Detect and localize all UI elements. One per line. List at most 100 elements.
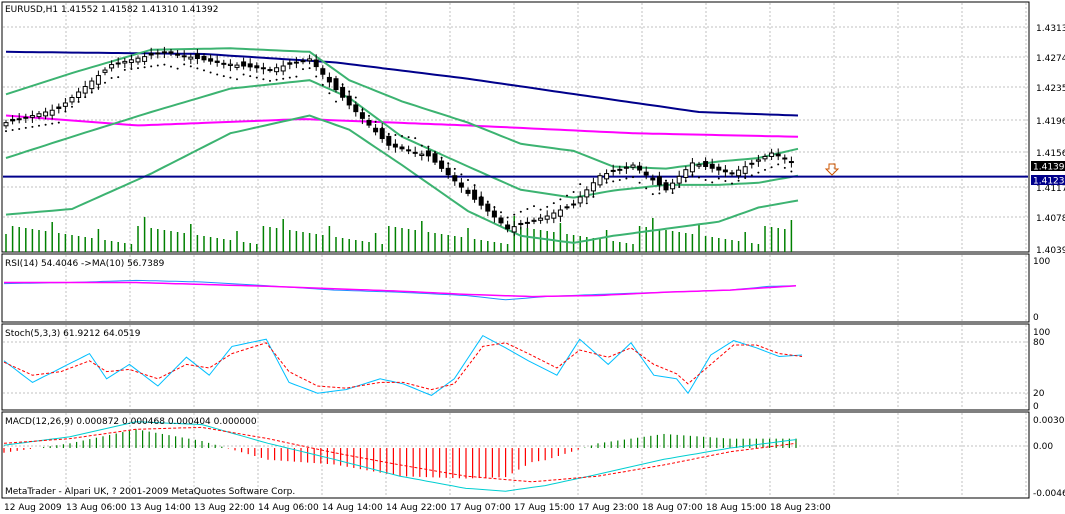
candle-body bbox=[16, 118, 22, 121]
parabolic-sar-dot bbox=[24, 126, 27, 129]
candle-body bbox=[392, 143, 398, 148]
parabolic-sar-dot bbox=[519, 210, 522, 213]
candle-body bbox=[676, 175, 682, 184]
candle-body bbox=[274, 67, 280, 73]
indicator-overlays bbox=[3, 47, 1028, 244]
candle-body bbox=[366, 119, 372, 126]
candle-body bbox=[161, 51, 167, 54]
time-label: 18 Aug 15:00 bbox=[706, 503, 767, 513]
candle-body bbox=[168, 51, 174, 54]
candle-body bbox=[142, 56, 148, 62]
parabolic-sar-dot bbox=[513, 213, 516, 216]
candle-body bbox=[353, 104, 359, 113]
parabolic-sar-dot bbox=[533, 205, 535, 208]
parabolic-sar-dot bbox=[163, 63, 166, 66]
time-label: 13 Aug 14:00 bbox=[130, 503, 191, 513]
time-label: 17 Aug 23:00 bbox=[578, 503, 639, 513]
parabolic-sar-dot bbox=[572, 190, 575, 193]
parabolic-sar-dot bbox=[783, 166, 786, 169]
candle-body bbox=[703, 161, 709, 167]
macd-pane[interactable] bbox=[1, 411, 1030, 499]
candle-body bbox=[135, 57, 141, 63]
parabolic-sar-dot bbox=[453, 167, 456, 170]
candle-body bbox=[538, 217, 544, 221]
parabolic-sar-dot bbox=[777, 163, 780, 166]
parabolic-sar-dot bbox=[269, 79, 271, 82]
candle-body bbox=[49, 109, 55, 116]
candle-body bbox=[300, 60, 306, 63]
stoch-header: Stoch(5,3,3) 61.9212 64.0519 bbox=[5, 329, 141, 339]
candle-body bbox=[518, 222, 524, 226]
candle-body bbox=[663, 182, 669, 191]
candle-body bbox=[419, 153, 425, 157]
current-price-tag bbox=[1031, 161, 1065, 171]
parabolic-sar-dot bbox=[632, 176, 634, 179]
parabolic-sar-dot bbox=[31, 125, 34, 128]
candle-body bbox=[260, 67, 266, 70]
candle-body bbox=[716, 166, 722, 171]
candle-body bbox=[10, 118, 16, 122]
candle-body bbox=[485, 203, 491, 212]
parabolic-sar-dot bbox=[335, 100, 337, 103]
candle-body bbox=[782, 157, 788, 160]
parabolic-sar-dot bbox=[711, 181, 714, 184]
parabolic-sar-dot bbox=[275, 78, 278, 81]
parabolic-sar-dot bbox=[77, 100, 80, 103]
candle-body bbox=[478, 196, 484, 206]
macd-axis-label: -0.00465 bbox=[1033, 489, 1065, 499]
parabolic-sar-dot bbox=[770, 166, 773, 169]
macd-line bbox=[3, 421, 797, 492]
candle-body bbox=[432, 153, 438, 163]
candle-body bbox=[564, 206, 570, 209]
candle-body bbox=[584, 189, 590, 198]
parabolic-sar-dot bbox=[255, 76, 258, 79]
candle-body bbox=[69, 96, 75, 103]
parabolic-sar-dot bbox=[295, 75, 298, 78]
oscillators bbox=[3, 279, 803, 492]
candle-body bbox=[23, 116, 29, 119]
stochastic-pane[interactable] bbox=[1, 323, 1030, 411]
candlesticks[interactable] bbox=[3, 46, 794, 237]
parabolic-sar-dot bbox=[566, 194, 568, 197]
parabolic-sar-dot bbox=[764, 168, 766, 171]
parabolic-sar-dot bbox=[420, 144, 423, 147]
time-label: 14 Aug 06:00 bbox=[258, 503, 319, 513]
candle-body bbox=[749, 162, 755, 165]
candle-body bbox=[722, 169, 728, 173]
price-label: 1.40390 bbox=[1036, 246, 1065, 256]
parabolic-sar-dot bbox=[216, 73, 219, 76]
candle-body bbox=[333, 78, 339, 91]
candle-body bbox=[227, 63, 233, 66]
parabolic-sar-dot bbox=[579, 183, 582, 186]
parabolic-sar-dot bbox=[117, 76, 120, 79]
candle-body bbox=[95, 75, 101, 85]
parabolic-sar-dot bbox=[104, 81, 106, 84]
candle-body bbox=[425, 150, 431, 157]
sell-arrow-icon[interactable] bbox=[824, 163, 840, 176]
candle-body bbox=[597, 175, 603, 186]
candle-body bbox=[412, 151, 418, 154]
candle-body bbox=[683, 169, 689, 178]
candle-body bbox=[3, 122, 9, 127]
candle-body bbox=[122, 60, 128, 64]
parabolic-sar-dot bbox=[414, 137, 417, 140]
bollinger-upper bbox=[5, 47, 799, 170]
candle-body bbox=[729, 172, 735, 175]
time-label: 12 Aug 2009 bbox=[4, 503, 62, 513]
parabolic-sar-dot bbox=[229, 76, 232, 79]
stoch-axis-label: 100 bbox=[1033, 328, 1050, 338]
parabolic-sar-dot bbox=[209, 71, 212, 74]
parabolic-sar-dot bbox=[506, 216, 509, 219]
candle-body bbox=[313, 59, 319, 68]
rsi-pane[interactable] bbox=[1, 253, 1030, 323]
candle-body bbox=[241, 61, 247, 67]
parabolic-sar-dot bbox=[123, 68, 126, 71]
parabolic-sar-dot bbox=[717, 177, 720, 180]
candle-body bbox=[188, 56, 194, 60]
candle-body bbox=[670, 182, 676, 190]
candle-body bbox=[175, 53, 181, 56]
candle-body bbox=[320, 68, 326, 75]
candle-body bbox=[709, 163, 715, 169]
candle-body bbox=[736, 169, 742, 177]
